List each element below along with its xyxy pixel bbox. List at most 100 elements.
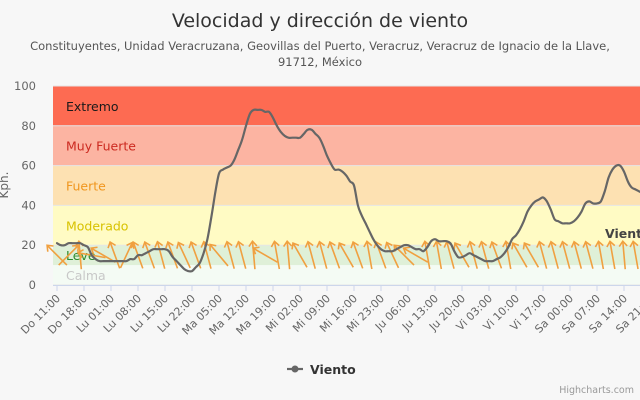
arrow-head [223, 240, 233, 248]
band-muy-fuerte [53, 125, 640, 166]
wind-direction-arrow [606, 240, 616, 270]
arrow-shaft [454, 242, 470, 268]
chart-subtitle-line1: Constituyentes, Unidad Veracruzana, Geov… [30, 39, 610, 53]
arrow-head [176, 241, 185, 249]
wind-direction-arrow [46, 244, 68, 266]
legend-marker-symbol [291, 365, 299, 373]
arrow-head [582, 240, 592, 248]
wind-direction-arrow [489, 240, 503, 269]
wind-direction-arrow [327, 240, 341, 269]
series-inline-label: Vient [605, 226, 640, 241]
arrow-shaft [338, 242, 354, 268]
band-fuerte [53, 165, 640, 206]
arrow-head [142, 240, 151, 249]
arrow-head [606, 240, 616, 248]
chart-title: Velocidad y dirección de viento [172, 10, 468, 32]
arrow-shaft [352, 241, 364, 269]
arrow-head [570, 240, 580, 248]
arrow-shaft [561, 241, 571, 269]
band-label: Moderado [66, 218, 128, 233]
arrow-shaft [632, 241, 639, 270]
wind-direction-arrow [522, 241, 540, 268]
wind-direction-arrow [291, 241, 308, 268]
arrow-shaft [156, 241, 166, 269]
arrow-shaft [273, 241, 281, 270]
wind-direction-arrow [316, 240, 328, 269]
arrow-shaft [424, 241, 431, 270]
wind-direction-arrow [223, 240, 235, 269]
y-tick-label: 20 [21, 238, 36, 252]
wind-direction-arrow [582, 240, 594, 269]
wind-direction-arrow [384, 241, 400, 269]
arrow-shaft [318, 241, 328, 269]
arrow-head [282, 239, 293, 248]
wind-direction-arrow [570, 240, 583, 269]
band-moderado [53, 205, 640, 246]
wind-direction-arrow [235, 240, 247, 269]
wind-direction-arrow [363, 240, 373, 270]
arrow-head [511, 241, 520, 250]
arrow-head [90, 246, 98, 255]
wind-direction-arrow [629, 240, 639, 270]
arrow-head [130, 240, 140, 249]
arrow-shaft [109, 241, 121, 269]
arrow-shaft [609, 241, 616, 270]
arrow-head [327, 240, 336, 249]
wind-direction-arrow [107, 240, 121, 269]
arrow-head [478, 240, 488, 248]
arrow-head [402, 246, 411, 255]
arrow-shaft [480, 241, 490, 269]
arrow-head [350, 240, 359, 249]
arrow-shaft [226, 241, 235, 269]
series-line-viento[interactable] [55, 108, 640, 273]
arrow-head [559, 240, 569, 248]
arrow-head [337, 241, 346, 250]
legend[interactable]: Viento [287, 362, 356, 377]
credits-link[interactable]: Highcharts.com [559, 385, 634, 396]
arrow-head [432, 240, 442, 248]
wind-direction-arrow [252, 246, 278, 263]
band-label: Extremo [66, 99, 119, 114]
wind-direction-arrow [547, 240, 559, 269]
arrow-shaft [491, 241, 503, 269]
wind-direction-arrow [154, 240, 166, 269]
wind-direction-arrow [402, 246, 429, 263]
wind-direction-arrow [282, 239, 293, 270]
arrow-shaft [58, 244, 80, 266]
y-tick-label: 40 [21, 198, 36, 212]
arrow-head [76, 248, 84, 259]
y-tick-label: 100 [14, 79, 36, 93]
arrow-shaft [144, 241, 156, 269]
arrow-head [629, 240, 639, 248]
y-axis-title: Kph. [0, 172, 11, 199]
arrow-shaft [177, 242, 191, 269]
wind-direction-arrow [536, 240, 548, 269]
arrow-head [165, 240, 174, 249]
arrow-head [453, 241, 462, 250]
legend-item-viento[interactable]: Viento [310, 362, 356, 377]
arrow-shaft [512, 242, 528, 268]
arrow-head [384, 241, 393, 249]
arrow-head [291, 241, 300, 250]
arrow-head [466, 240, 476, 248]
wind-direction-arrow [432, 240, 443, 270]
arrow-shaft [435, 241, 443, 270]
wind-direction-arrow [511, 241, 528, 268]
wind-direction-arrow [453, 241, 470, 268]
arrow-shaft [385, 242, 400, 269]
arrow-shaft [237, 241, 247, 269]
arrow-shaft [307, 241, 316, 269]
wind-direction-arrow [270, 240, 281, 270]
wind-direction-arrow [248, 239, 258, 270]
arrow-shaft [523, 242, 540, 268]
arrow-head [536, 240, 546, 248]
wind-direction-arrow [209, 243, 229, 267]
arrow-shaft [505, 241, 512, 270]
chart-subtitle-line2: 91712, México [278, 55, 362, 69]
arrow-head [209, 243, 217, 251]
wind-direction-arrow [594, 240, 605, 270]
wind-direction-arrow [304, 240, 316, 269]
arrow-shaft [119, 242, 134, 269]
arrow-head [316, 240, 326, 248]
